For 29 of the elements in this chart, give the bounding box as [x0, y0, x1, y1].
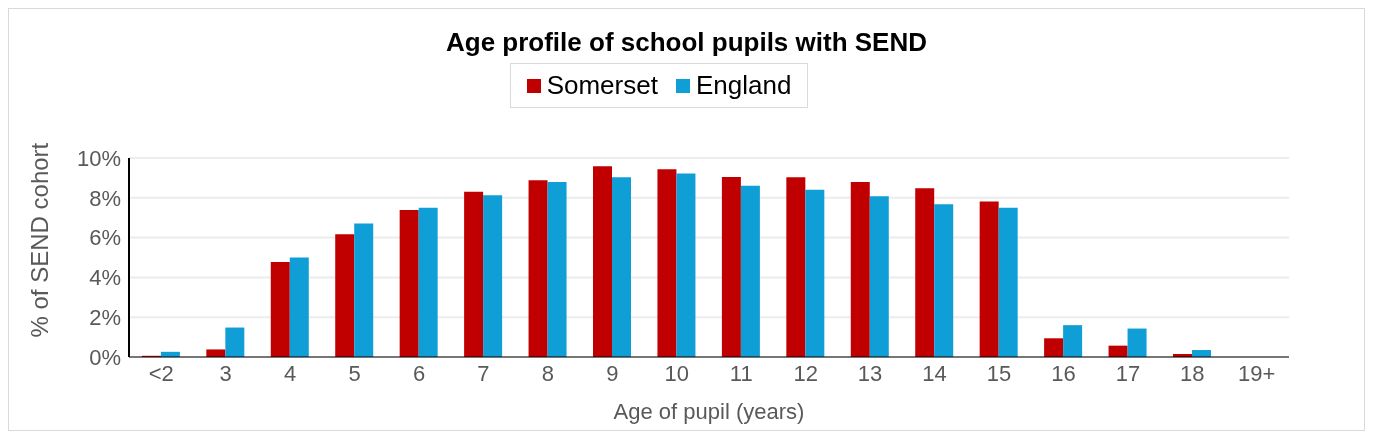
y-axis-title: % of SEND cohort — [25, 142, 53, 338]
x-tick-label: 11 — [729, 360, 753, 386]
x-tick-label: 12 — [793, 360, 818, 386]
x-tick-label: 10 — [664, 360, 690, 386]
legend-label: Somerset — [546, 70, 658, 101]
x-tick-label: 3 — [219, 360, 232, 386]
x-tick-label: 4 — [283, 360, 297, 386]
x-tick-label: 16 — [1051, 360, 1076, 386]
x-tick-label: 14 — [922, 360, 947, 386]
x-tick-label: 13 — [857, 360, 883, 386]
legend-label: England — [695, 70, 792, 101]
x-tick-label: 9 — [606, 360, 619, 386]
chart-title: Age profile of school pupils with SEND — [445, 27, 928, 59]
x-tick-label: 5 — [348, 360, 361, 386]
y-tick-label: 8% — [89, 185, 121, 211]
x-tick-label: <2 — [148, 360, 174, 386]
x-tick-label: 8 — [541, 360, 555, 386]
x-tick-label: 19+ — [1238, 360, 1276, 386]
x-axis-title: Age of pupil (years) — [613, 399, 805, 424]
y-tick-label: 10% — [76, 145, 121, 171]
y-tick-label: 0% — [89, 344, 121, 370]
x-tick-label: 7 — [477, 360, 490, 386]
x-tick-label: 17 — [1115, 360, 1141, 386]
y-tick-label: 4% — [89, 265, 121, 291]
y-tick-label: 6% — [89, 225, 121, 251]
x-tick-label: 15 — [986, 360, 1012, 386]
x-tick-label: 6 — [412, 360, 426, 386]
x-tick-label: 18 — [1180, 360, 1205, 386]
y-tick-label: 2% — [89, 305, 121, 331]
